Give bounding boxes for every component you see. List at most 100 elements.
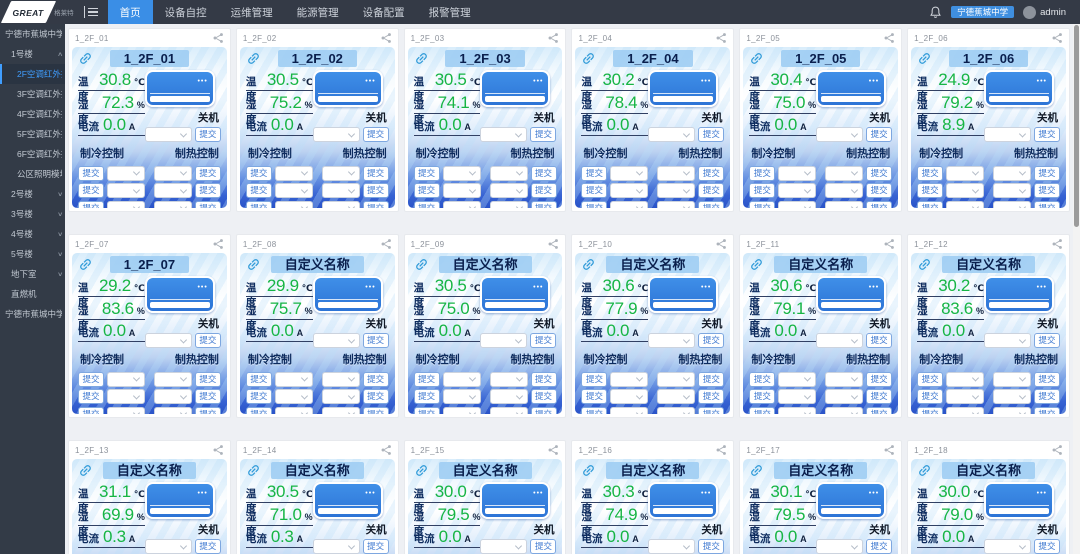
cooling-select[interactable] [610, 406, 649, 414]
cooling-submit-button[interactable]: 提交 [581, 406, 608, 414]
share-icon[interactable] [715, 238, 727, 250]
power-select[interactable] [816, 127, 864, 142]
share-icon[interactable] [212, 32, 224, 44]
cooling-submit-button[interactable]: 提交 [245, 389, 272, 404]
cooling-submit-button[interactable]: 提交 [581, 183, 608, 198]
org-badge[interactable]: 宁德蕉城中学 [951, 6, 1015, 18]
heating-select[interactable] [321, 406, 360, 414]
cooling-select[interactable] [778, 406, 817, 414]
power-select[interactable] [144, 333, 192, 348]
power-submit-button[interactable]: 提交 [362, 333, 389, 348]
heating-select[interactable] [657, 406, 696, 414]
link-icon[interactable] [746, 460, 767, 481]
power-submit-button[interactable]: 提交 [1033, 127, 1060, 142]
heating-submit-button[interactable]: 提交 [362, 165, 389, 181]
link-icon[interactable] [243, 460, 264, 481]
heating-submit-button[interactable]: 提交 [698, 389, 725, 404]
cooling-submit-button[interactable]: 提交 [413, 371, 440, 387]
heating-select[interactable] [321, 165, 360, 181]
heating-submit-button[interactable]: 提交 [362, 371, 389, 387]
heating-submit-button[interactable]: 提交 [1034, 165, 1060, 181]
menu-item[interactable]: 能源管理 [296, 6, 339, 19]
power-submit-button[interactable]: 提交 [1033, 333, 1060, 348]
power-select[interactable] [480, 127, 528, 142]
heating-submit-button[interactable]: 提交 [530, 183, 557, 198]
share-icon[interactable] [380, 444, 392, 456]
heating-select[interactable] [825, 371, 864, 387]
heating-submit-button[interactable]: 提交 [1034, 406, 1060, 414]
cooling-submit-button[interactable]: 提交 [78, 389, 104, 404]
link-icon[interactable] [75, 254, 96, 275]
heating-submit-button[interactable]: 提交 [530, 165, 557, 181]
heating-submit-button[interactable]: 提交 [530, 200, 557, 208]
power-submit-button[interactable]: 提交 [530, 539, 557, 554]
cooling-select[interactable] [274, 183, 313, 198]
cooling-submit-button[interactable]: 提交 [245, 406, 272, 414]
cooling-submit-button[interactable]: 提交 [917, 165, 944, 181]
cooling-select[interactable] [778, 165, 817, 181]
sidebar-item[interactable]: 公区照明模块 [0, 164, 65, 184]
share-icon[interactable] [883, 32, 895, 44]
share-icon[interactable] [715, 444, 727, 456]
heating-submit-button[interactable]: 提交 [866, 371, 893, 387]
sidebar-item[interactable]: 1号楼 ∧ [0, 44, 65, 64]
heating-submit-button[interactable]: 提交 [194, 371, 221, 387]
cooling-submit-button[interactable]: 提交 [749, 371, 776, 387]
cooling-select[interactable] [946, 183, 985, 198]
heating-select[interactable] [825, 165, 864, 181]
heating-submit-button[interactable]: 提交 [1034, 200, 1060, 208]
heating-submit-button[interactable]: 提交 [194, 406, 221, 414]
cooling-submit-button[interactable]: 提交 [245, 200, 272, 208]
heating-select[interactable] [489, 389, 528, 404]
cooling-select[interactable] [107, 371, 145, 387]
heating-select[interactable] [657, 183, 696, 198]
cooling-select[interactable] [107, 183, 145, 198]
menu-item[interactable]: 运维管理 [230, 6, 273, 19]
heating-submit-button[interactable]: 提交 [530, 389, 557, 404]
power-select[interactable] [312, 333, 360, 348]
link-icon[interactable] [411, 48, 432, 69]
heating-submit-button[interactable]: 提交 [362, 406, 389, 414]
sidebar-item[interactable]: 2号楼 ∨ [0, 184, 65, 204]
share-icon[interactable] [1051, 444, 1063, 456]
heating-submit-button[interactable]: 提交 [866, 406, 893, 414]
heating-submit-button[interactable]: 提交 [1034, 183, 1060, 198]
link-icon[interactable] [746, 254, 767, 275]
heating-select[interactable] [993, 183, 1031, 198]
heating-submit-button[interactable]: 提交 [194, 183, 221, 198]
share-icon[interactable] [883, 238, 895, 250]
cooling-select[interactable] [610, 200, 649, 208]
cooling-submit-button[interactable]: 提交 [413, 389, 440, 404]
heating-select[interactable] [321, 389, 360, 404]
heating-select[interactable] [489, 406, 528, 414]
sidebar-item[interactable]: 2F空调红外控... [0, 64, 65, 84]
heating-select[interactable] [657, 200, 696, 208]
heating-submit-button[interactable]: 提交 [698, 183, 725, 198]
cooling-submit-button[interactable]: 提交 [749, 165, 776, 181]
cooling-select[interactable] [442, 389, 481, 404]
power-submit-button[interactable]: 提交 [362, 127, 389, 142]
power-submit-button[interactable]: 提交 [530, 127, 557, 142]
menu-item[interactable]: 报警管理 [428, 6, 471, 19]
heating-select[interactable] [153, 200, 192, 208]
heating-submit-button[interactable]: 提交 [530, 371, 557, 387]
cooling-select[interactable] [274, 165, 313, 181]
share-icon[interactable] [547, 444, 559, 456]
cooling-submit-button[interactable]: 提交 [917, 371, 944, 387]
heating-select[interactable] [993, 371, 1031, 387]
heating-select[interactable] [321, 200, 360, 208]
heating-submit-button[interactable]: 提交 [362, 389, 389, 404]
cooling-select[interactable] [274, 406, 313, 414]
heating-select[interactable] [657, 389, 696, 404]
heating-submit-button[interactable]: 提交 [698, 200, 725, 208]
cooling-select[interactable] [946, 200, 985, 208]
sidebar-item[interactable]: 宁德市蕉城中学楼... [0, 24, 65, 44]
power-submit-button[interactable]: 提交 [866, 539, 893, 554]
heating-select[interactable] [825, 406, 864, 414]
link-icon[interactable] [411, 460, 432, 481]
heating-submit-button[interactable]: 提交 [362, 183, 389, 198]
cooling-select[interactable] [946, 389, 985, 404]
cooling-submit-button[interactable]: 提交 [78, 183, 104, 198]
cooling-select[interactable] [274, 200, 313, 208]
heating-submit-button[interactable]: 提交 [1034, 389, 1060, 404]
